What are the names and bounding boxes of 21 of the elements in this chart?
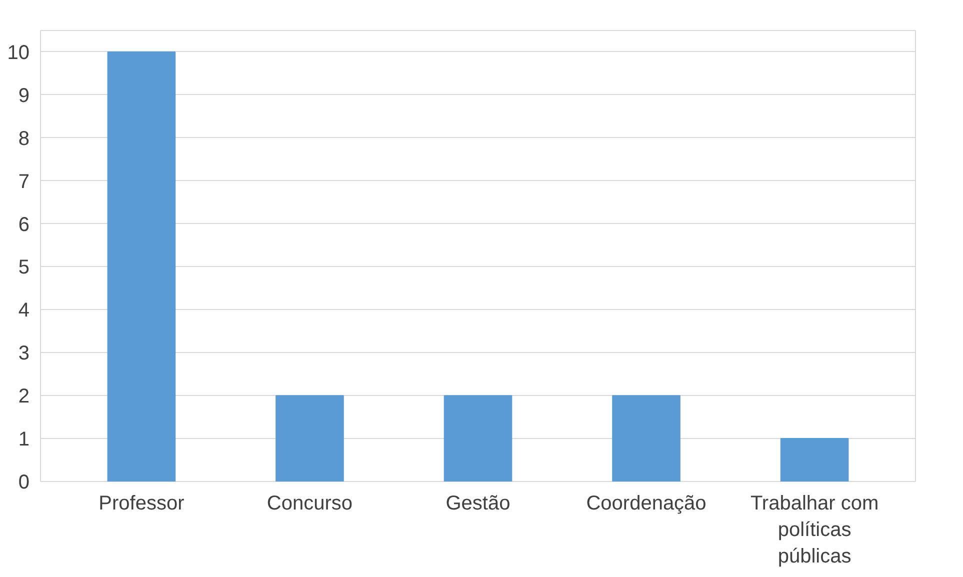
bar (444, 395, 512, 482)
y-tick-label: 1 (18, 428, 30, 451)
x-tick-label: Gestão (446, 492, 510, 514)
y-tick-label: 8 (18, 128, 30, 150)
y-tick-label: 7 (18, 170, 30, 193)
y-tick-label: 0 (18, 472, 30, 494)
y-tick-label: 2 (18, 386, 30, 408)
y-tick-label: 3 (18, 342, 30, 365)
x-tick-label: Professor (98, 492, 185, 514)
bar (276, 395, 344, 482)
y-tick-label: 4 (18, 300, 30, 322)
y-tick-label: 9 (18, 84, 30, 107)
bar (780, 438, 849, 482)
y-tick-label: 5 (18, 256, 30, 279)
x-tick-label: Coordenação (586, 492, 706, 514)
bar (107, 51, 176, 482)
y-tick-label: 6 (18, 214, 30, 236)
x-tick-label: Trabalhar com políticas públicas (750, 492, 879, 568)
y-tick-label: 10 (7, 42, 30, 64)
bar (612, 395, 680, 482)
x-tick-label: Concurso (266, 492, 353, 514)
